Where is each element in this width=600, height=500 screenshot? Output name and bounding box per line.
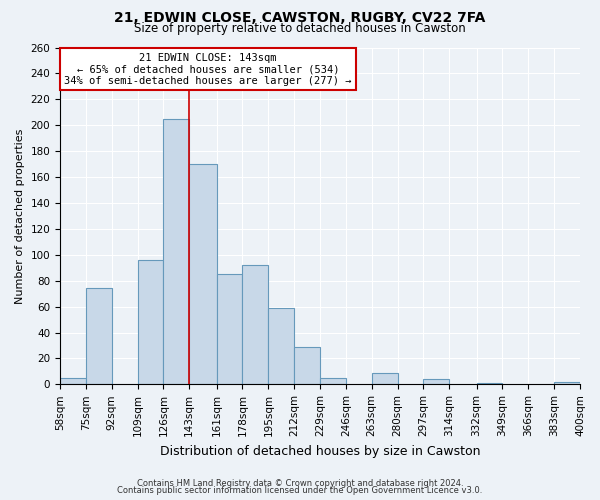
Text: Contains HM Land Registry data © Crown copyright and database right 2024.: Contains HM Land Registry data © Crown c… — [137, 478, 463, 488]
Text: 21 EDWIN CLOSE: 143sqm
← 65% of detached houses are smaller (534)
34% of semi-de: 21 EDWIN CLOSE: 143sqm ← 65% of detached… — [64, 52, 352, 86]
Bar — [86, 288, 112, 384]
Bar — [137, 260, 163, 384]
Text: Size of property relative to detached houses in Cawston: Size of property relative to detached ho… — [134, 22, 466, 35]
Text: 21, EDWIN CLOSE, CAWSTON, RUGBY, CV22 7FA: 21, EDWIN CLOSE, CAWSTON, RUGBY, CV22 7F… — [115, 11, 485, 25]
X-axis label: Distribution of detached houses by size in Cawston: Distribution of detached houses by size … — [160, 444, 480, 458]
Bar — [554, 382, 580, 384]
Bar — [320, 378, 346, 384]
Y-axis label: Number of detached properties: Number of detached properties — [15, 128, 25, 304]
Bar — [372, 372, 398, 384]
Bar — [268, 308, 294, 384]
Bar — [294, 347, 320, 385]
Bar — [217, 274, 242, 384]
Bar — [60, 378, 86, 384]
Bar — [163, 119, 189, 384]
Bar — [189, 164, 217, 384]
Bar — [242, 265, 268, 384]
Text: Contains public sector information licensed under the Open Government Licence v3: Contains public sector information licen… — [118, 486, 482, 495]
Bar — [476, 383, 502, 384]
Bar — [424, 379, 449, 384]
